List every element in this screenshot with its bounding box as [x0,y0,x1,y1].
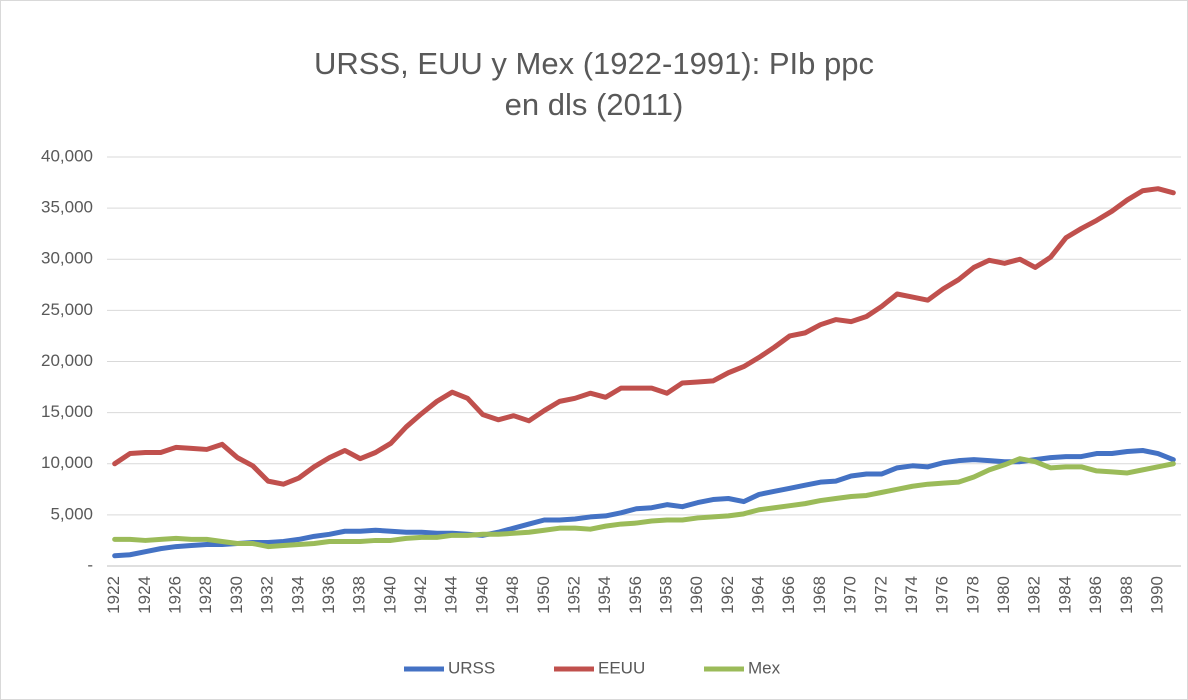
x-tick-label: 1950 [534,576,553,614]
series-line [112,447,1176,559]
x-tick-label: 1942 [411,576,430,614]
x-tick-label: 1958 [656,576,675,614]
x-tick-label: 1972 [871,576,890,614]
x-tick-label: 1944 [442,576,461,614]
x-tick-label: 1930 [227,576,246,614]
y-tick-label: 20,000 [41,351,93,370]
legend-label: URSS [448,658,495,677]
y-tick-label: 25,000 [41,300,93,319]
x-tick-label: 1964 [749,576,768,614]
y-tick-label: - [87,555,93,574]
x-tick-label: 1986 [1086,576,1105,614]
x-tick-label: 1922 [104,576,123,614]
y-tick-label: 30,000 [41,249,93,268]
x-tick-label: 1970 [841,576,860,614]
x-tick-label: 1926 [166,576,185,614]
x-tick-label: 1978 [963,576,982,614]
x-tick-label: 1946 [472,576,491,614]
x-tick-label: 1988 [1117,576,1136,614]
x-tick-label: 1924 [135,576,154,614]
x-tick-label: 1954 [595,576,614,614]
x-tick-label: 1938 [350,576,369,614]
x-tick-label: 1974 [902,576,921,614]
x-tick-label: 1962 [718,576,737,614]
x-tick-label: 1952 [564,576,583,614]
x-tick-label: 1936 [319,576,338,614]
legend-label: EEUU [598,658,645,677]
y-tick-label: 5,000 [50,504,93,523]
x-tick-label: 1968 [810,576,829,614]
x-tick-label: 1928 [196,576,215,614]
series-line [112,456,1176,550]
legend-label: Mex [748,658,781,677]
chart-title: URSS, EUU y Mex (1922-1991): PIb ppc en … [314,46,874,122]
x-tick-label: 1980 [994,576,1013,614]
x-tick-label: 1984 [1055,576,1074,614]
x-tick-label: 1960 [687,576,706,614]
y-tick-label: 35,000 [41,198,93,217]
x-tick-label: 1932 [258,576,277,614]
x-tick-label: 1990 [1147,576,1166,614]
x-tick-label: 1934 [288,576,307,614]
x-tick-label: 1956 [626,576,645,614]
x-tick-label: 1966 [779,576,798,614]
y-tick-label: 40,000 [41,146,93,165]
x-tick-label: 1982 [1025,576,1044,614]
y-tick-label: 10,000 [41,453,93,472]
x-tick-label: 1940 [380,576,399,614]
x-tick-label: 1976 [933,576,952,614]
series-line [112,186,1176,487]
x-tick-label: 1948 [503,576,522,614]
y-tick-label: 15,000 [41,402,93,421]
